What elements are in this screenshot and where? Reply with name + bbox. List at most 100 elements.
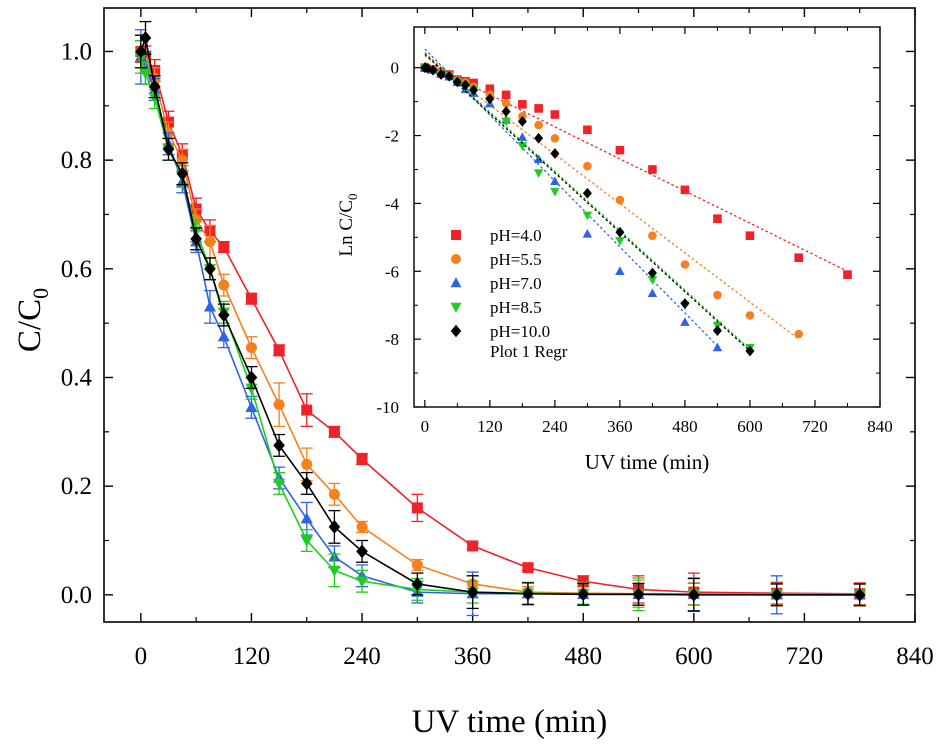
inset-data-point xyxy=(428,64,438,76)
inset-data-point xyxy=(533,169,544,178)
inset-data-point xyxy=(501,106,511,117)
main-data-point xyxy=(176,166,189,181)
inset-data-point xyxy=(534,104,543,113)
inset-data-point xyxy=(615,237,625,246)
main-x-tick-label: 360 xyxy=(454,643,492,670)
inset-series-ph100 xyxy=(420,53,755,357)
inset-data-point xyxy=(550,148,560,159)
main-data-point xyxy=(300,476,313,491)
legend-label-ph55: pH=5.5 xyxy=(490,250,542,269)
main-data-point xyxy=(356,453,368,465)
main-data-point xyxy=(218,308,230,322)
main-data-point xyxy=(411,559,423,571)
main-data-point xyxy=(632,587,645,602)
main-y-tick-label: 0.4 xyxy=(61,364,93,391)
legend-label-ph100: pH=10.0 xyxy=(490,322,550,341)
inset-data-point xyxy=(615,226,625,238)
main-data-point xyxy=(218,241,230,253)
main-x-tick-label: 720 xyxy=(786,643,824,670)
inset-x-tick-label: 240 xyxy=(542,417,568,436)
inset-x-tick-label: 480 xyxy=(672,417,698,436)
main-data-point xyxy=(273,478,286,490)
inset-data-point xyxy=(485,84,495,94)
main-data-point xyxy=(356,521,368,533)
inset-data-point xyxy=(582,229,593,238)
inset-regression-line xyxy=(424,62,848,272)
inset-data-point xyxy=(713,214,722,223)
main-data-point xyxy=(273,438,285,453)
main-data-point xyxy=(522,586,534,601)
inset-regression-line xyxy=(424,55,800,340)
inset-x-tick-label: 840 xyxy=(867,417,893,436)
inset-plot: 0 120 240 360 480 600 720 840 0 -2 -4 -6 -8 -10 UV tim… xyxy=(336,26,893,474)
main-series-ph100 xyxy=(134,20,866,612)
inset-data-point xyxy=(712,325,722,337)
main-data-point xyxy=(218,279,230,291)
main-data-point xyxy=(301,458,313,470)
inset-data-point xyxy=(713,290,722,300)
inset-data-point xyxy=(517,142,528,151)
inset-y-tick-label: -2 xyxy=(385,127,399,146)
main-data-point xyxy=(466,585,479,599)
inset-data-point xyxy=(648,231,657,240)
main-data-point xyxy=(411,502,423,514)
inset-y-tick-label: -10 xyxy=(376,398,399,417)
main-data-point xyxy=(467,540,479,552)
main-x-tick-label: 480 xyxy=(564,643,602,670)
inset-y-tick-label: -6 xyxy=(385,262,399,281)
inset-data-point xyxy=(647,288,658,297)
main-data-point xyxy=(853,587,866,602)
main-data-point xyxy=(577,575,589,587)
main-data-point xyxy=(273,399,285,411)
main-data-point xyxy=(162,142,175,157)
main-plot: 0 120 240 360 480 600 720 840 0.0 0.2 0.4 0.6 0.8 1.0… xyxy=(12,7,934,740)
inset-data-point xyxy=(534,120,543,130)
legend-label-ph70: pH=7.0 xyxy=(490,274,542,293)
main-data-point xyxy=(139,68,152,80)
main-data-point xyxy=(273,344,285,356)
inset-x-tick-label: 0 xyxy=(421,417,430,436)
main-data-point xyxy=(770,587,783,602)
inset-data-point xyxy=(517,132,528,141)
main-data-point xyxy=(300,535,313,547)
main-y-tick-label: 1.0 xyxy=(61,38,92,65)
legend-label-ph85: pH=8.5 xyxy=(490,298,542,317)
main-data-point xyxy=(411,577,424,591)
inset-data-point xyxy=(550,176,560,186)
main-data-point xyxy=(203,300,217,312)
main-y-tick-label: 0.2 xyxy=(61,473,92,500)
main-data-point xyxy=(328,565,341,577)
inset-data-point xyxy=(615,145,625,155)
inset-data-point xyxy=(794,253,804,263)
inset-data-point xyxy=(680,298,690,309)
legend-marker-ph40 xyxy=(451,230,461,240)
main-data-point xyxy=(204,236,216,248)
inset-data-point xyxy=(745,345,755,357)
inset-x-axis-label: UV time (min) xyxy=(585,450,709,474)
main-y-axis-label: C/C0 xyxy=(12,288,53,352)
inset-data-point xyxy=(485,93,495,105)
inset-x-tick-label: 360 xyxy=(607,417,633,436)
inset-y-tick-label: -8 xyxy=(385,330,399,349)
main-y-tick-label: 0.6 xyxy=(61,256,92,283)
main-data-point xyxy=(356,544,368,559)
inset-data-point xyxy=(452,76,462,88)
main-data-point xyxy=(148,92,161,104)
main-x-tick-label: 120 xyxy=(233,643,271,670)
main-plot-frame xyxy=(103,7,916,623)
main-data-point xyxy=(301,404,313,416)
main-x-tick-label: 0 xyxy=(135,643,148,670)
main-data-point xyxy=(245,293,257,305)
inset-data-point xyxy=(843,270,852,279)
inset-regression-line xyxy=(424,53,751,352)
legend-marker-ph100 xyxy=(450,324,462,338)
inset-x-tick-label: 600 xyxy=(737,417,763,436)
main-data-point xyxy=(577,587,590,602)
legend-marker-ph55 xyxy=(451,254,461,264)
inset-x-tick-label: 120 xyxy=(477,417,503,436)
inset-plot-frame xyxy=(413,26,881,408)
inset-data-point xyxy=(583,161,592,171)
main-data-point xyxy=(300,512,313,524)
